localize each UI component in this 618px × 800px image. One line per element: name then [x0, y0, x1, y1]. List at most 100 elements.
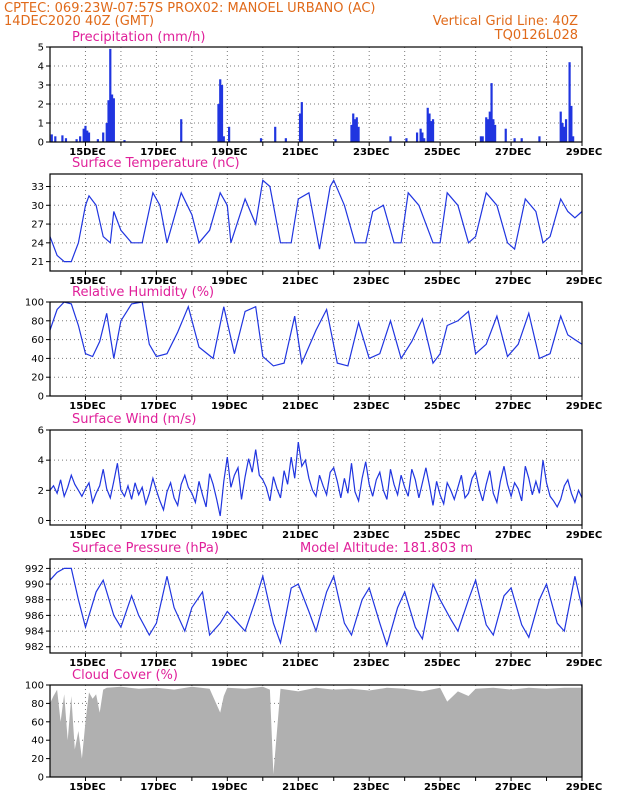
precip-ytick-label: 1 [38, 119, 44, 130]
precip-bar [415, 132, 419, 142]
wind-xtick-label: 15DEC [69, 530, 105, 541]
rh-ytick-label: 80 [31, 316, 44, 327]
wind-xtick-label: 17DEC [140, 530, 176, 541]
rh-ytick-label: 20 [31, 373, 44, 384]
temp-xtick-label: 15DEC [69, 276, 105, 287]
cloud-area [50, 686, 582, 777]
cloud-ytick-label: 0 [38, 773, 44, 784]
precip-bar [492, 119, 495, 142]
precip-bar [520, 138, 523, 142]
precip-bar [564, 119, 568, 142]
temp-xtick-label: 27DEC [495, 276, 531, 287]
temp-series-line [49, 178, 583, 263]
pressure-frame [49, 558, 583, 654]
cloud-cover-title: Cloud Cover (%) [72, 668, 178, 683]
rh-xtick-label: 19DEC [211, 401, 247, 412]
precip-bar [355, 117, 358, 142]
precip-bar [485, 117, 488, 142]
temperature-title: Surface Temperature (nC) [72, 156, 240, 171]
precip-bar [559, 111, 562, 142]
cloud-xtick-label: 21DEC [282, 782, 318, 793]
rh-series-line [49, 301, 583, 367]
temp-xtick-label: 19DEC [211, 276, 247, 287]
pressure-ytick-label: 988 [25, 595, 44, 606]
precip-bar [105, 123, 108, 142]
precip-xtick-label: 21DEC [282, 147, 318, 158]
precip-bar [180, 119, 183, 142]
precip-ytick-label: 3 [38, 81, 44, 92]
precip-bar [298, 113, 302, 142]
cloud-ytick-label: 40 [31, 736, 44, 747]
cloud-xtick-label: 19DEC [211, 782, 247, 793]
wind-ytick-label: 2 [38, 486, 44, 497]
cloud-xtick-label: 25DEC [424, 782, 460, 793]
humidity-panel: Relative Humidity (%) 0 20 40 60 80 100 15DEC 1… [25, 285, 602, 412]
rh-ytick-label: 40 [31, 354, 44, 365]
precip-bar [61, 135, 64, 142]
temp-ytick-label: 30 [31, 201, 44, 212]
precip-bar [87, 132, 91, 142]
precip-frame [49, 46, 583, 143]
temp-xtick-label: 29DEC [566, 276, 602, 287]
precip-bar [426, 107, 429, 142]
precip-bar [123, 140, 126, 142]
pressure-xtick-label: 27DEC [495, 658, 531, 669]
precip-bar [334, 139, 337, 142]
precip-bar [217, 104, 220, 142]
cloud-xtick-label: 17DEC [140, 782, 176, 793]
cloud-xtick-label: 15DEC [69, 782, 105, 793]
wind-ytick-label: 0 [38, 516, 44, 527]
pressure-xtick-label: 29DEC [566, 658, 602, 669]
pressure-title: Surface Pressure (hPa) [72, 541, 219, 556]
precip-bar [421, 132, 424, 142]
precip-bar [102, 132, 105, 142]
cloud-xtick-label: 29DEC [566, 782, 602, 793]
cloud-frame [49, 684, 583, 778]
pressure-xtick-label: 21DEC [282, 658, 318, 669]
header-model: TQ0126L028 [494, 28, 578, 43]
precip-xtick-label: 29DEC [566, 147, 602, 158]
cloud-ytick-label: 100 [25, 681, 44, 692]
pressure-ytick-label: 984 [25, 627, 44, 638]
wind-ytick-label: 4 [38, 456, 44, 467]
cloud-xtick-label: 23DEC [353, 782, 389, 793]
precip-bar [54, 136, 57, 142]
temp-xtick-label: 25DEC [424, 276, 460, 287]
precip-bar [428, 113, 431, 142]
wind-frame [49, 429, 583, 526]
precip-bar [405, 138, 408, 142]
precip-xtick-label: 25DEC [424, 147, 460, 158]
temp-xtick-label: 17DEC [140, 276, 176, 287]
precip-ytick-label: 4 [38, 62, 44, 73]
precip-bar [64, 138, 68, 142]
wind-xtick-label: 29DEC [566, 530, 602, 541]
precip-bar [112, 98, 115, 142]
precip-bar [274, 126, 277, 142]
precip-bar [431, 119, 435, 142]
precip-bar [481, 136, 484, 142]
precip-xtick-label: 27DEC [495, 147, 531, 158]
precip-bar [107, 100, 110, 142]
precip-bar [84, 125, 87, 142]
precip-bar [300, 102, 303, 142]
precip-bar [419, 128, 422, 142]
cloud-ytick-label: 60 [31, 717, 44, 728]
wind-xtick-label: 21DEC [282, 530, 318, 541]
precip-bar [219, 79, 222, 142]
precip-bar [389, 136, 392, 142]
header-run-date: 14DEC2020 40Z (GMT) [4, 14, 154, 29]
precip-bar [220, 85, 224, 142]
pressure-xtick-label: 23DEC [353, 658, 389, 669]
rh-ytick-label: 100 [25, 298, 44, 309]
header-grid-line: Vertical Grid Line: 40Z [433, 14, 578, 29]
temp-ytick-label: 27 [31, 220, 44, 231]
precip-bar [572, 136, 575, 142]
rh-xtick-label: 21DEC [282, 401, 318, 412]
precip-xtick-label: 23DEC [353, 147, 389, 158]
temperature-panel: Surface Temperature (nC) 21 24 27 30 33 15DEC… [31, 156, 602, 287]
precipitation-panel: Precipitation (mm/h) 0 1 2 3 4 5 15DEC 17DEC 19D… [38, 30, 603, 158]
precip-bar [488, 111, 491, 142]
precip-bar [96, 139, 99, 142]
wind-series-line [49, 442, 583, 517]
precip-bar [561, 123, 564, 142]
